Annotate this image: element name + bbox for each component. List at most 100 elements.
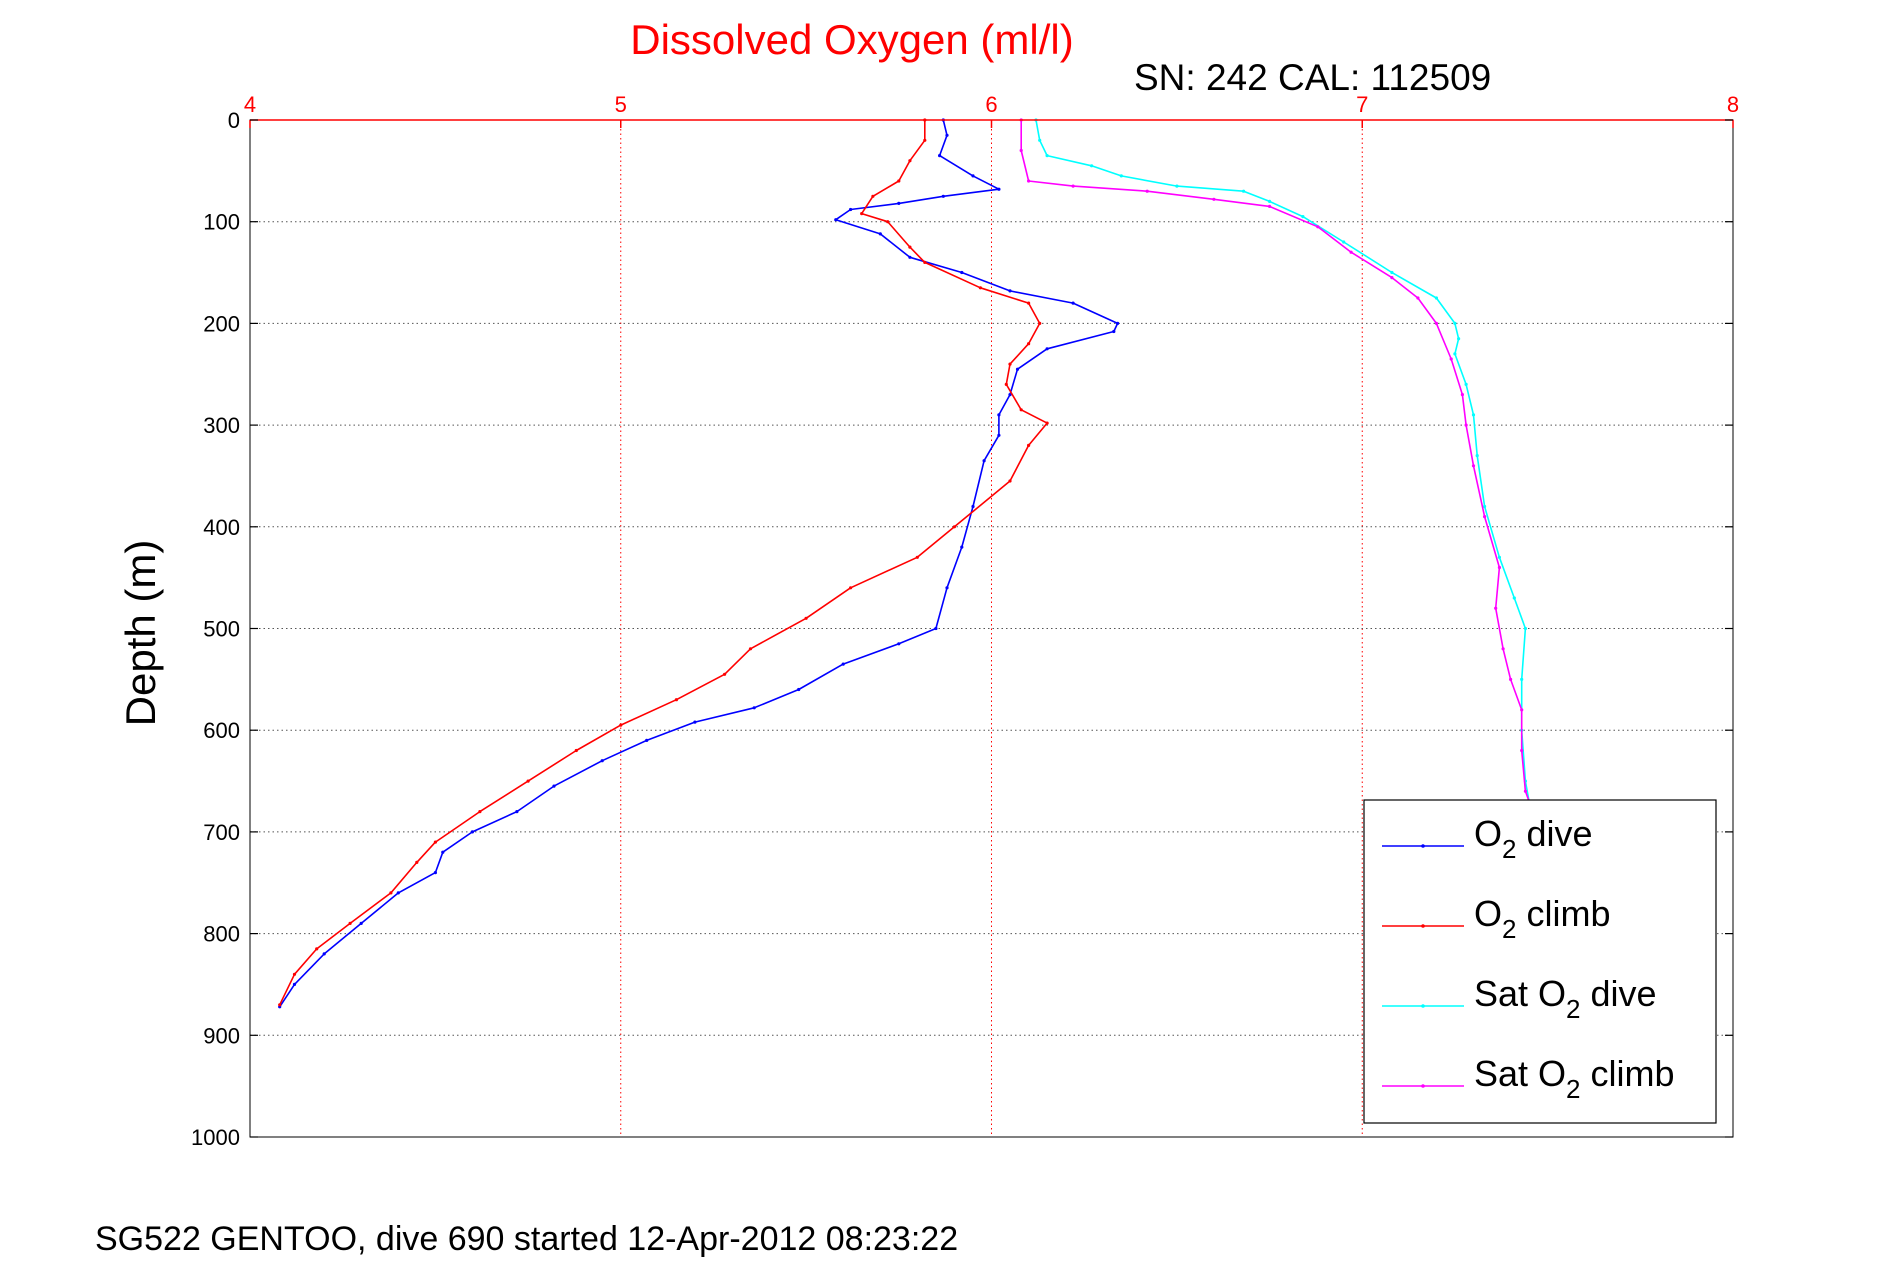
series-o2-dive-point bbox=[1045, 347, 1049, 351]
series-sat-o2-climb-point bbox=[1471, 464, 1476, 468]
series-o2-dive-point bbox=[797, 687, 801, 692]
series-sat-o2-climb-point bbox=[1390, 276, 1394, 280]
series-o2-dive-point bbox=[997, 433, 1001, 437]
series-o2-dive-point bbox=[897, 201, 901, 205]
series-o2-climb-point bbox=[1027, 301, 1031, 305]
series-sat-o2-climb-point bbox=[1497, 565, 1501, 570]
series-sat-o2-climb-point bbox=[1460, 393, 1464, 397]
series-o2-climb-point bbox=[978, 286, 983, 290]
series-o2-dive-point bbox=[934, 626, 938, 631]
series-o2-climb-point bbox=[748, 647, 753, 651]
series-sat-o2-climb-point bbox=[1212, 197, 1216, 201]
series-o2-dive-point bbox=[359, 921, 363, 926]
y-tick-label: 400 bbox=[203, 515, 240, 540]
series-o2-climb-point bbox=[871, 194, 875, 198]
series-o2-climb-point bbox=[908, 159, 912, 163]
series-o2-dive-point bbox=[693, 720, 697, 724]
y-tick-label: 1000 bbox=[191, 1125, 240, 1150]
chart-subtitle: SN: 242 CAL: 112509 bbox=[1134, 57, 1491, 98]
legend-swatch-marker bbox=[1421, 844, 1425, 848]
series-o2-dive-point bbox=[396, 891, 400, 895]
series-o2-dive-point bbox=[1008, 393, 1012, 397]
series-group bbox=[278, 118, 1531, 1009]
series-o2-dive-point bbox=[322, 952, 326, 956]
series-sat-o2-dive-point bbox=[1512, 596, 1516, 600]
series-sat-o2-dive-point bbox=[1342, 240, 1346, 244]
series-o2-climb-point bbox=[433, 840, 437, 844]
series-o2-dive-point bbox=[938, 154, 942, 158]
series-sat-o2-dive-point bbox=[1175, 184, 1179, 188]
series-sat-o2-dive-point bbox=[1390, 270, 1394, 275]
series-sat-o2-climb-point bbox=[1520, 708, 1524, 712]
series-o2-dive-point bbox=[645, 738, 649, 743]
series-sat-o2-climb-point bbox=[1464, 423, 1468, 427]
series-o2-climb-point bbox=[849, 586, 853, 590]
series-sat-o2-dive-point bbox=[1523, 626, 1527, 631]
series-o2-dive-point bbox=[971, 174, 975, 178]
series-o2-climb-point bbox=[1027, 443, 1031, 447]
series-o2-climb-point bbox=[389, 891, 393, 895]
series-sat-o2-climb-point bbox=[1027, 179, 1031, 183]
series-o2-dive-point bbox=[841, 662, 845, 666]
series-o2-climb-point bbox=[860, 212, 864, 216]
legend-box bbox=[1363, 799, 1717, 1124]
series-sat-o2-climb-point bbox=[1316, 225, 1320, 229]
series-sat-o2-climb-point bbox=[1416, 296, 1420, 300]
series-o2-climb-point bbox=[278, 1003, 282, 1007]
series-o2-climb-point bbox=[908, 245, 912, 249]
series-o2-dive-point bbox=[470, 830, 474, 834]
series-sat-o2-climb-point bbox=[1449, 357, 1453, 361]
chart-title: Dissolved Oxygen (ml/l) bbox=[630, 16, 1073, 63]
series-sat-o2-climb-point bbox=[1434, 321, 1438, 325]
series-o2-climb-point bbox=[348, 921, 352, 926]
series-o2-climb-point bbox=[1008, 479, 1012, 483]
series-o2-dive-point bbox=[1116, 321, 1120, 325]
legend-entry-label: Sat O2 dive bbox=[1474, 973, 1657, 1024]
y-axis-label: Depth (m) bbox=[117, 540, 164, 727]
series-o2-dive-point bbox=[1015, 367, 1020, 371]
series-o2-climb-point bbox=[1004, 382, 1008, 386]
series-sat-o2-dive-point bbox=[1471, 413, 1476, 417]
series-sat-o2-dive-point bbox=[1038, 138, 1042, 142]
series-o2-climb-point bbox=[574, 748, 578, 753]
axis-ticks: 4 5 6 7 8 0 100 200 300 400 500 600 700 800 900 1000 bbox=[191, 92, 1739, 1150]
series-o2-climb-point bbox=[952, 525, 957, 529]
legend-entry-label: Sat O2 climb bbox=[1474, 1053, 1675, 1104]
series-sat-o2-climb-point bbox=[1268, 204, 1272, 208]
legend-entry-label: O2 climb bbox=[1474, 893, 1611, 944]
series-o2-climb-point bbox=[886, 220, 890, 224]
series-sat-o2-climb-point bbox=[1520, 748, 1524, 753]
series-o2-dive-point bbox=[292, 982, 297, 987]
series-sat-o2-dive-point bbox=[1453, 321, 1457, 325]
series-o2-climb-point bbox=[923, 260, 927, 264]
x-tick-label: 5 bbox=[615, 92, 627, 117]
series-sat-o2-climb-point bbox=[1483, 515, 1487, 519]
series-o2-climb-point bbox=[723, 672, 727, 676]
series-o2-climb-point bbox=[478, 810, 482, 814]
series-o2-dive-point bbox=[600, 759, 604, 763]
series-o2-climb-point bbox=[415, 860, 419, 865]
series-o2-climb-point bbox=[1008, 362, 1012, 366]
series-o2-climb-point bbox=[923, 138, 927, 142]
series-sat-o2-dive-point bbox=[1457, 337, 1461, 341]
series-sat-o2-climb-point bbox=[1019, 148, 1023, 153]
footer-caption: SG522 GENTOO, dive 690 started 12-Apr-20… bbox=[95, 1220, 958, 1258]
series-o2-climb-point bbox=[804, 616, 808, 620]
x-tick-label: 8 bbox=[1727, 92, 1739, 117]
y-tick-label: 0 bbox=[228, 108, 240, 133]
y-tick-label: 800 bbox=[203, 922, 240, 947]
y-tick-label: 300 bbox=[203, 413, 240, 438]
series-o2-dive-point bbox=[945, 586, 949, 590]
series-o2-dive-point bbox=[997, 413, 1001, 417]
series-o2-dive-point bbox=[945, 133, 949, 137]
series-o2-climb-point bbox=[915, 555, 919, 559]
series-sat-o2-dive-line bbox=[1035, 119, 1530, 802]
series-sat-o2-dive-point bbox=[1497, 555, 1501, 559]
x-tick-label: 4 bbox=[244, 92, 256, 117]
series-o2-climb-point bbox=[1019, 408, 1023, 412]
series-o2-dive-point bbox=[941, 194, 945, 198]
series-o2-climb-point bbox=[619, 723, 623, 727]
series-sat-o2-climb-point bbox=[1145, 189, 1149, 193]
series-o2-climb-point bbox=[292, 972, 297, 976]
